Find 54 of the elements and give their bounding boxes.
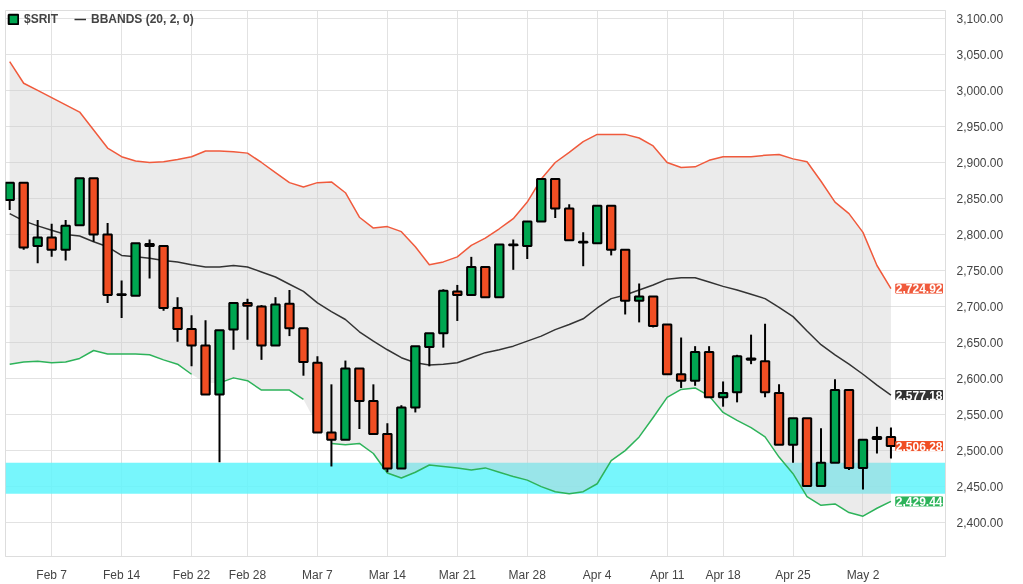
y-tick-label: 2,600.00: [956, 372, 1004, 387]
legend-label: $SRIT: [24, 12, 59, 26]
y-tick-label: 3,100.00: [956, 11, 1004, 26]
y-tick-label: 2,450.00: [956, 480, 1004, 495]
y-tick-label: 2,950.00: [956, 119, 1004, 134]
x-tick-label: May 2: [846, 567, 880, 582]
x-tick-label: Mar 21: [438, 567, 477, 582]
line-series: [8, 60, 892, 290]
x-tick-label: Apr 4: [582, 567, 612, 582]
y-tick-label: 2,900.00: [956, 155, 1004, 170]
candlestick: [144, 238, 155, 280]
candlestick: [745, 333, 757, 366]
candlestick: [815, 427, 827, 487]
x-tick-label: Feb 7: [36, 567, 68, 582]
candlestick: [675, 336, 687, 389]
data-label: 2,577.18: [895, 388, 943, 403]
y-tick-label: 2,400.00: [956, 516, 1004, 531]
x-tick-label: Apr 25: [775, 567, 812, 582]
y-tick-label: 2,550.00: [956, 408, 1004, 423]
y-tick-label: 2,500.00: [956, 444, 1004, 459]
candlestick: [242, 297, 253, 341]
candlestick: [424, 332, 435, 368]
y-tick-label: 2,650.00: [956, 336, 1004, 351]
candlestick: [116, 279, 127, 320]
candlestick: [172, 296, 183, 343]
y-tick-label: 3,000.00: [956, 83, 1004, 98]
candlestick: [633, 282, 645, 324]
x-tick-label: Apr 11: [649, 567, 685, 582]
y-tick-label: 2,750.00: [956, 264, 1004, 279]
candlestick: [186, 314, 197, 368]
candlestick: [60, 219, 71, 262]
x-tick-label: Feb 28: [228, 567, 267, 582]
x-tick-label: Mar 14: [368, 567, 407, 582]
candlestick: [326, 383, 337, 468]
y-tick-label: 3,050.00: [956, 47, 1004, 62]
x-tick-label: Apr 18: [705, 567, 742, 582]
candlestick: [32, 219, 43, 265]
line-series: [8, 212, 892, 396]
legend-label: BBANDS (20, 2, 0): [91, 12, 194, 26]
candlestick: [871, 425, 883, 455]
candlestick: [452, 283, 463, 322]
data-label: 2,429.44: [895, 494, 943, 509]
candlestick: [46, 222, 57, 258]
x-tick-label: Mar 28: [508, 567, 547, 582]
data-label: 2,724.92: [895, 282, 943, 297]
text: 2,506.28: [895, 439, 943, 454]
x-tick-label: Feb 14: [102, 567, 141, 582]
x-tick-label: Feb 22: [172, 567, 211, 582]
candlestick: [717, 380, 729, 408]
y-tick-label: 2,800.00: [956, 228, 1004, 243]
y-tick-label: 2,700.00: [956, 300, 1004, 315]
x-tick-label: Mar 7: [302, 567, 334, 582]
y-tick-label: 2,850.00: [956, 192, 1004, 206]
candlestick: [5, 180, 15, 212]
